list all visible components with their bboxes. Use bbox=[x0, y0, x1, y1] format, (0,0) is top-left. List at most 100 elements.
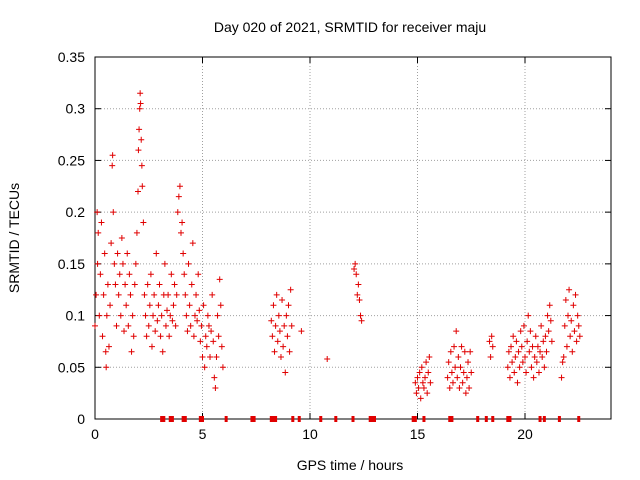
data-point bbox=[560, 353, 567, 360]
data-point bbox=[463, 374, 470, 381]
data-point bbox=[357, 312, 364, 319]
zero-marker bbox=[484, 416, 488, 422]
data-point bbox=[276, 328, 283, 335]
zero-marker bbox=[201, 416, 204, 422]
y-tick-label: 0.25 bbox=[58, 152, 85, 168]
data-point bbox=[205, 322, 212, 329]
data-point bbox=[141, 291, 148, 298]
data-point bbox=[489, 343, 496, 350]
data-point bbox=[446, 384, 453, 391]
data-point bbox=[135, 147, 142, 154]
data-point bbox=[131, 281, 138, 288]
y-axis-label: SRMTID / TECUs bbox=[6, 183, 22, 293]
data-point bbox=[110, 209, 117, 216]
y-tick-label: 0.2 bbox=[66, 204, 86, 220]
y-tick-label: 0.1 bbox=[66, 308, 86, 324]
data-point bbox=[423, 359, 430, 366]
data-point bbox=[140, 219, 147, 226]
data-point bbox=[175, 193, 182, 200]
data-point bbox=[115, 291, 122, 298]
zero-marker bbox=[491, 416, 495, 422]
data-point bbox=[108, 240, 115, 247]
data-point bbox=[143, 333, 150, 340]
data-point bbox=[101, 250, 108, 257]
data-point bbox=[416, 369, 423, 376]
data-point bbox=[561, 322, 568, 329]
data-point bbox=[522, 353, 528, 360]
data-point bbox=[565, 312, 571, 319]
data-point bbox=[351, 266, 358, 273]
data-point bbox=[173, 291, 180, 298]
data-point bbox=[184, 328, 191, 335]
data-point bbox=[95, 229, 102, 236]
data-point bbox=[413, 390, 420, 397]
data-point bbox=[158, 312, 165, 319]
y-tick-label: 0 bbox=[77, 411, 85, 427]
zero-marker bbox=[542, 416, 546, 422]
zero-marker bbox=[450, 416, 454, 422]
zero-marker bbox=[252, 416, 256, 422]
data-point bbox=[447, 348, 454, 355]
data-point bbox=[197, 338, 204, 345]
data-point bbox=[540, 338, 547, 345]
data-point bbox=[518, 343, 525, 350]
data-point bbox=[176, 183, 183, 190]
data-point bbox=[281, 322, 288, 329]
x-tick-label: 15 bbox=[410, 426, 426, 442]
data-point bbox=[128, 348, 135, 355]
data-point bbox=[146, 302, 153, 309]
data-point bbox=[462, 390, 469, 397]
data-point bbox=[113, 322, 120, 329]
data-point bbox=[516, 364, 523, 371]
data-point bbox=[530, 374, 537, 381]
data-point bbox=[201, 364, 208, 371]
data-point bbox=[97, 271, 104, 278]
data-point bbox=[417, 395, 424, 402]
data-point bbox=[123, 302, 130, 309]
data-point bbox=[419, 379, 426, 386]
zero-marker bbox=[538, 416, 542, 422]
data-point bbox=[355, 281, 362, 288]
data-point bbox=[200, 302, 207, 309]
data-point bbox=[283, 312, 290, 319]
zero-marker bbox=[181, 416, 185, 422]
y-tick-label: 0.05 bbox=[58, 359, 85, 375]
data-point bbox=[504, 364, 511, 371]
data-point bbox=[531, 353, 538, 360]
data-point bbox=[195, 271, 202, 278]
data-point bbox=[172, 322, 179, 329]
data-point bbox=[109, 152, 116, 159]
data-point bbox=[188, 281, 195, 288]
zero-marker bbox=[373, 416, 376, 422]
data-point bbox=[274, 338, 281, 345]
data-point bbox=[420, 384, 427, 391]
data-point bbox=[179, 219, 186, 226]
data-point bbox=[427, 379, 434, 386]
data-point bbox=[104, 281, 111, 288]
data-point bbox=[181, 271, 188, 278]
data-point bbox=[218, 343, 225, 350]
data-point bbox=[145, 322, 152, 329]
data-point bbox=[505, 348, 512, 355]
data-point bbox=[533, 359, 540, 366]
data-point bbox=[454, 374, 461, 381]
data-point bbox=[352, 260, 359, 267]
data-point bbox=[271, 348, 278, 355]
zero-marker bbox=[274, 416, 278, 422]
data-point bbox=[191, 312, 198, 319]
data-point bbox=[125, 322, 132, 329]
data-point bbox=[559, 359, 566, 366]
data-point bbox=[150, 312, 157, 319]
zero-marker bbox=[422, 416, 426, 422]
data-point bbox=[568, 317, 575, 324]
data-point bbox=[138, 162, 145, 169]
data-point bbox=[287, 286, 294, 293]
x-tick-label: 20 bbox=[517, 426, 533, 442]
data-point bbox=[116, 271, 123, 278]
x-tick-label: 10 bbox=[302, 426, 318, 442]
data-point bbox=[148, 343, 155, 350]
data-point bbox=[272, 322, 279, 329]
data-point bbox=[286, 348, 293, 355]
data-point bbox=[562, 297, 569, 304]
